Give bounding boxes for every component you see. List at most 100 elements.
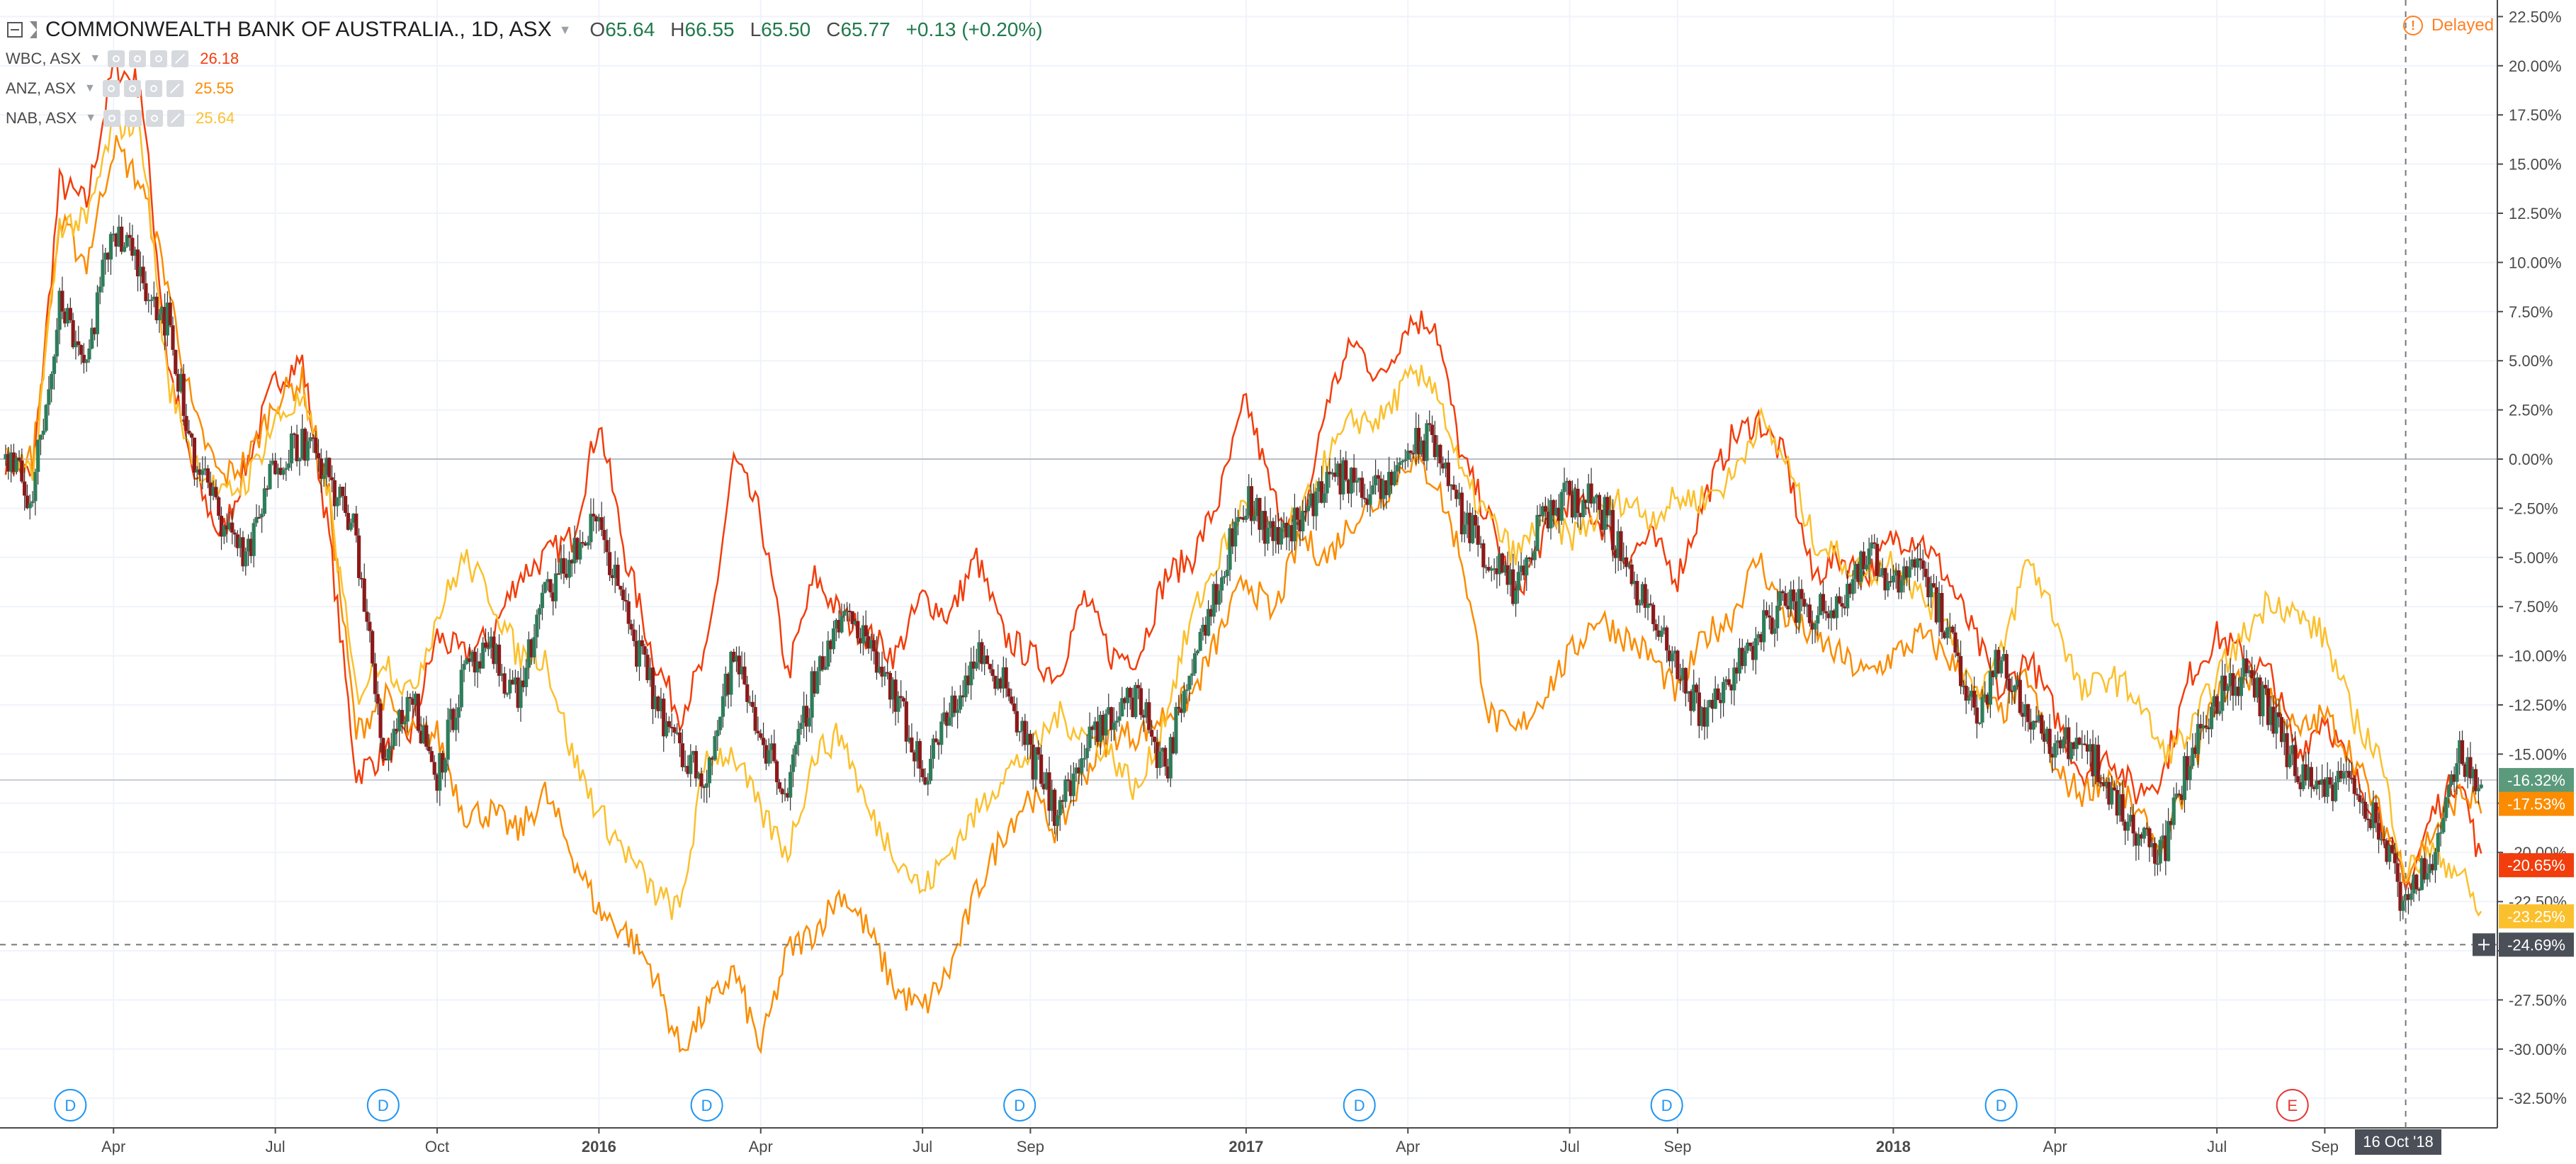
x-tick-label: Apr [101, 1138, 125, 1155]
candle-body [20, 460, 24, 482]
eye-icon[interactable] [108, 50, 125, 67]
candle-body [1362, 497, 1367, 499]
candle-body [81, 354, 86, 363]
candle-body [359, 577, 364, 580]
settings-icon[interactable] [125, 110, 142, 127]
chevron-down-icon[interactable]: ▼ [558, 22, 572, 37]
candle-body [985, 655, 990, 665]
candle-body [1543, 506, 1547, 512]
candle-body [1527, 557, 1532, 559]
close-icon[interactable] [166, 80, 183, 97]
candle-body [271, 460, 275, 464]
candle-body [408, 696, 412, 699]
settings-icon[interactable] [123, 80, 141, 97]
dividend-marker [1984, 1089, 2018, 1121]
price-badge-label: -24.69% [2507, 936, 2565, 954]
candle-body [1155, 742, 1159, 769]
candle-body [650, 667, 655, 709]
candle-body [977, 642, 981, 663]
candle-body [335, 497, 339, 507]
candle-body [2363, 801, 2368, 819]
y-tick-label: -32.50% [2509, 1090, 2567, 1107]
legend-symbol[interactable]: ANZ, ASX [6, 79, 77, 97]
candle-body [1090, 726, 1095, 730]
legend-symbol[interactable]: NAB, ASX [6, 109, 77, 127]
legend-item-anz[interactable]: ANZ, ASX ▼ 25.55 [6, 79, 234, 98]
collapse-icon[interactable] [7, 22, 23, 38]
delayed-indicator[interactable]: ! Delayed [2403, 16, 2494, 35]
eye-icon[interactable] [102, 80, 120, 97]
y-tick-label: 22.50% [2509, 8, 2562, 26]
candle-body [1676, 650, 1680, 679]
candle-body [1694, 684, 1699, 693]
candle-body [1735, 667, 1739, 674]
candle-body [1352, 468, 1356, 483]
candle-body [1530, 558, 1534, 560]
candle-body [804, 706, 809, 727]
candle-body [1665, 627, 1669, 651]
candle-body [1163, 747, 1168, 767]
candle-body [691, 751, 696, 755]
candle-body [238, 537, 242, 548]
candle-body [2167, 820, 2171, 861]
candle-body [2042, 733, 2047, 742]
candle-body [1940, 593, 1944, 633]
legend-item-nab[interactable]: NAB, ASX ▼ 25.64 [6, 109, 235, 128]
candle-body [2288, 754, 2292, 767]
candle-body [1662, 627, 1666, 631]
symbol-title[interactable]: COMMONWEALTH BANK OF AUSTRALIA., 1D, ASX [45, 18, 552, 41]
candle-body [956, 709, 960, 713]
chevron-down-icon[interactable]: ▼ [89, 52, 101, 64]
candle-body [1150, 730, 1154, 737]
candle-body [1727, 679, 1731, 685]
more-icon[interactable] [146, 110, 164, 127]
candle-body [259, 514, 264, 518]
candle-body [1093, 721, 1097, 730]
candle-body [52, 356, 57, 374]
more-icon[interactable] [150, 50, 168, 67]
candle-body [402, 721, 407, 725]
legend-item-wbc[interactable]: WBC, ASX ▼ 26.18 [6, 50, 239, 68]
candle-body [2468, 757, 2473, 779]
candle-body [721, 696, 725, 717]
candle-body [580, 542, 585, 544]
candle-body [1492, 568, 1496, 570]
candle-body [629, 623, 633, 630]
x-tick-label: Apr [2043, 1138, 2067, 1155]
candle-body [637, 640, 642, 667]
candle-body [495, 644, 499, 665]
event-marker-label: E [2287, 1097, 2298, 1114]
close-icon[interactable] [171, 50, 189, 67]
candle-body [1360, 478, 1365, 498]
chevron-down-icon[interactable]: ▼ [85, 112, 97, 124]
candle-body [1325, 471, 1329, 494]
flag-icon[interactable] [30, 21, 37, 38]
candle-body [2107, 781, 2111, 805]
candle-body [2349, 777, 2354, 779]
candle-body [227, 522, 232, 530]
more-icon[interactable] [145, 80, 162, 97]
candle-body [2368, 819, 2373, 828]
candle-body [745, 684, 750, 702]
candle-body [2013, 685, 2017, 692]
y-tick-label: -2.50% [2509, 499, 2558, 517]
candle-body [2320, 779, 2324, 785]
eye-icon[interactable] [103, 110, 121, 127]
candle-body [2058, 740, 2062, 749]
close-icon[interactable] [167, 110, 185, 127]
candle-body [2188, 766, 2192, 781]
settings-icon[interactable] [129, 50, 147, 67]
legend-symbol[interactable]: WBC, ASX [6, 50, 81, 67]
chevron-down-icon[interactable]: ▼ [84, 82, 96, 94]
candle-body [756, 730, 760, 734]
y-tick-label: 10.00% [2509, 254, 2562, 271]
candle-body [1659, 631, 1663, 637]
candle-body [1891, 575, 1895, 583]
candle-body [837, 620, 841, 633]
event-marker-label: D [1354, 1097, 1365, 1114]
candle-body [944, 712, 949, 726]
info-icon: ! [2403, 16, 2423, 35]
candle-body [454, 717, 458, 730]
candle-body [886, 672, 890, 674]
